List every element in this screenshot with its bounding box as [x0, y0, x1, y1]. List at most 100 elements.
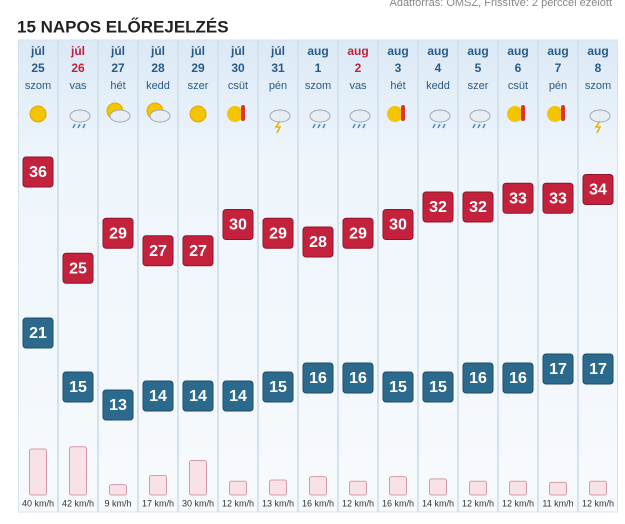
source: Adatforrás: OMSZ, Frissítve: 2 perccel e…	[389, 0, 612, 9]
icon-thermo	[521, 105, 525, 121]
wind-bar	[389, 476, 407, 496]
max-box	[222, 209, 254, 240]
day-column: júl 25 szom 36 21 40 km/h	[18, 39, 58, 513]
day-column: júl 27 hét 29 13 9 km/h	[98, 39, 138, 513]
min-temp: 17	[549, 361, 567, 378]
max-temp: 30	[229, 217, 247, 234]
wind-label: 17 km/h	[142, 498, 174, 508]
max-temp: 29	[269, 225, 287, 242]
weekday: kedd	[146, 80, 170, 92]
icon-bolt	[274, 120, 282, 134]
month: aug	[547, 44, 568, 58]
month: júl	[230, 44, 245, 58]
max-temp: 25	[69, 260, 87, 277]
day: 2	[355, 61, 362, 75]
min-box	[102, 389, 134, 421]
day-column: aug 4 kedd 32 15 14 km/h	[418, 39, 458, 513]
day-column: aug 3 hét 30 15 16 km/h	[378, 39, 418, 513]
month: aug	[467, 44, 488, 58]
wind-bar	[469, 480, 487, 496]
day-column: aug 6 csüt 33 16 12 km/h	[498, 39, 538, 513]
wind-label: 11 km/h	[542, 498, 573, 508]
month: júl	[190, 44, 205, 58]
min-temp: 14	[149, 388, 167, 405]
icon-sun	[29, 105, 47, 123]
column-bg	[418, 39, 458, 513]
day-column: júl 28 kedd 27 14 17 km/h	[138, 39, 178, 513]
day: 6	[515, 61, 522, 75]
min-temp: 16	[469, 370, 487, 387]
max-temp: 27	[149, 243, 167, 260]
max-temp: 32	[429, 199, 447, 216]
month: júl	[270, 44, 285, 58]
icon-drop	[362, 123, 366, 129]
max-temp: 33	[509, 190, 527, 207]
icon-drop	[477, 123, 481, 129]
max-box	[142, 235, 174, 267]
weekday: szom	[25, 80, 51, 92]
wind-bar	[309, 476, 327, 496]
day: 28	[151, 61, 165, 75]
wind-label: 12 km/h	[222, 498, 254, 508]
min-temp: 16	[349, 370, 367, 387]
icon-cloud	[269, 109, 291, 123]
max-temp: 33	[549, 190, 567, 207]
wind-label: 16 km/h	[382, 498, 414, 508]
day: 26	[71, 61, 85, 75]
day-column: júl 26 vas 25 15 42 km/h	[58, 39, 98, 513]
min-box	[382, 371, 414, 403]
day: 8	[595, 61, 602, 75]
day-column: aug 2 vas 29 16 12 km/h	[338, 39, 378, 513]
icon-drop	[77, 123, 81, 129]
wind-bar	[109, 484, 127, 496]
min-temp: 15	[429, 379, 447, 396]
day: 27	[111, 61, 125, 75]
max-box	[382, 209, 414, 240]
max-box	[582, 174, 614, 205]
day-column: júl 30 csüt 30 14 12 km/h	[218, 39, 258, 513]
wind-bar	[69, 446, 87, 496]
max-box	[542, 182, 574, 214]
weekday: szer	[468, 80, 489, 92]
icon-drop	[357, 123, 361, 129]
max-temp: 30	[389, 217, 407, 234]
icon-bolt	[594, 120, 602, 134]
max-temp: 29	[349, 225, 367, 242]
icon-drop	[352, 123, 356, 129]
month: júl	[30, 44, 45, 58]
wind-bar	[29, 448, 47, 496]
month: aug	[347, 44, 368, 58]
min-temp: 13	[109, 397, 127, 414]
month: júl	[70, 44, 85, 58]
weekday: szom	[585, 80, 611, 92]
min-box	[182, 380, 214, 412]
day: 3	[395, 61, 402, 75]
min-temp: 14	[229, 388, 247, 405]
max-box	[302, 226, 334, 258]
day: 1	[315, 61, 322, 75]
title: 15 NAPOS ELŐREJELZÉS	[17, 17, 229, 36]
min-box	[542, 353, 574, 385]
icon-cloud	[109, 109, 131, 123]
min-box	[142, 380, 174, 412]
min-temp: 15	[69, 379, 87, 396]
weekday: csüt	[228, 80, 248, 92]
icon-drop	[472, 123, 476, 129]
icon-thermo	[401, 105, 405, 121]
day: 25	[31, 61, 45, 75]
icon-thermo	[561, 105, 565, 121]
max-temp: 32	[469, 199, 487, 216]
icon-thermo	[241, 105, 245, 121]
icon-cloud	[69, 109, 91, 123]
wind-label: 12 km/h	[502, 498, 534, 508]
icon-drop	[322, 123, 326, 129]
month: júl	[150, 44, 165, 58]
min-box	[502, 362, 534, 394]
month: aug	[387, 44, 408, 58]
icon-cloud	[589, 109, 611, 123]
icon-drop	[432, 123, 436, 129]
min-temp: 21	[29, 325, 47, 342]
wind-label: 12 km/h	[582, 498, 614, 508]
